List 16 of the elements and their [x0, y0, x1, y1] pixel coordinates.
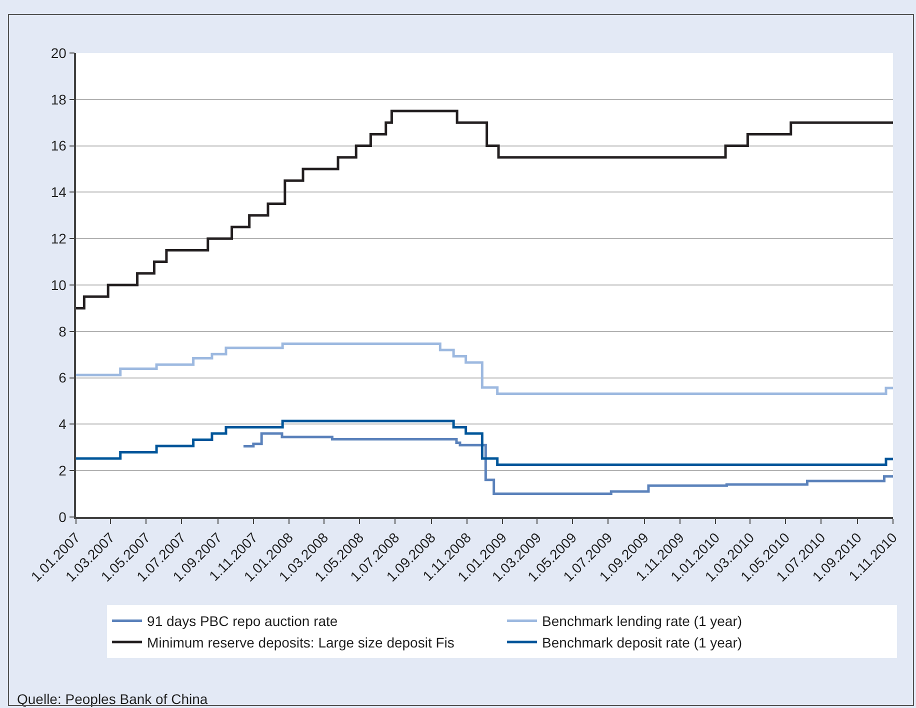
- y-tick-label: 16: [50, 138, 67, 154]
- legend-label: Minimum reserve deposits: Large size deposit Fis: [147, 634, 454, 650]
- y-tick-label: 6: [58, 370, 67, 386]
- y-tick-label: 20: [50, 44, 67, 61]
- y-tick-label: 14: [50, 184, 67, 200]
- y-tick-label: 12: [50, 230, 67, 246]
- y-tick-label: 4: [58, 416, 67, 432]
- legend-label: 91 days PBC repo auction rate: [147, 613, 338, 630]
- legend-label: Benchmark lending rate (1 year): [542, 613, 742, 630]
- y-tick-label: 8: [58, 323, 67, 340]
- legend-label: Benchmark deposit rate (1 year): [542, 634, 742, 650]
- y-tick-label: 2: [58, 462, 67, 478]
- y-tick-label: 18: [50, 91, 67, 108]
- y-tick-label: 0: [58, 508, 67, 525]
- y-tick-label: 10: [50, 276, 67, 293]
- source-note: Quelle: Peoples Bank of China: [17, 691, 208, 707]
